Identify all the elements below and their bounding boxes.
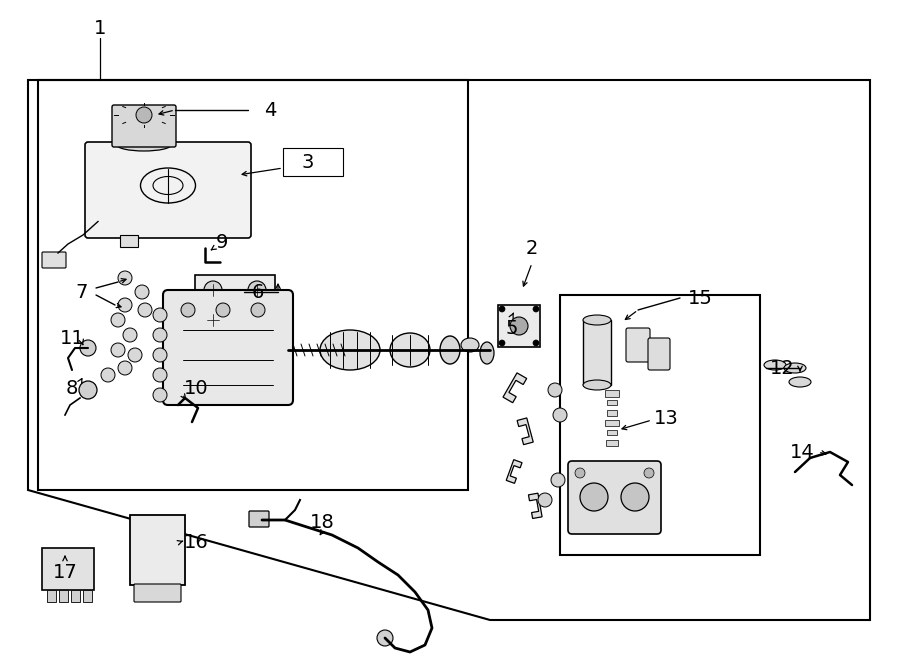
Bar	[47, 590, 56, 602]
Bar	[42, 548, 94, 590]
Ellipse shape	[461, 338, 479, 352]
Circle shape	[80, 340, 96, 356]
Bar	[71, 590, 80, 602]
Circle shape	[118, 271, 132, 285]
Circle shape	[153, 308, 167, 322]
FancyBboxPatch shape	[85, 142, 251, 238]
Circle shape	[248, 281, 266, 299]
Circle shape	[153, 388, 167, 402]
Text: 14: 14	[789, 442, 814, 461]
Circle shape	[118, 361, 132, 375]
Circle shape	[118, 298, 132, 312]
Circle shape	[128, 348, 142, 362]
Ellipse shape	[117, 139, 171, 151]
Circle shape	[580, 483, 608, 511]
Circle shape	[181, 303, 195, 317]
Bar	[283, 148, 343, 176]
Text: 3: 3	[302, 153, 314, 171]
Text: 1: 1	[94, 19, 106, 38]
Text: 18: 18	[310, 512, 335, 531]
Bar	[605, 420, 619, 426]
Text: 4: 4	[264, 100, 276, 120]
Bar	[607, 400, 617, 405]
Circle shape	[204, 311, 222, 329]
Circle shape	[377, 630, 393, 646]
Circle shape	[138, 303, 152, 317]
Bar	[607, 410, 617, 416]
Circle shape	[553, 408, 567, 422]
Bar	[195, 275, 275, 335]
Circle shape	[533, 306, 539, 312]
Circle shape	[499, 306, 505, 312]
FancyBboxPatch shape	[648, 338, 670, 370]
Circle shape	[123, 328, 137, 342]
Bar	[606, 440, 618, 446]
Circle shape	[136, 107, 152, 123]
Text: 8: 8	[66, 379, 78, 397]
Ellipse shape	[480, 342, 494, 364]
Text: 7: 7	[76, 282, 88, 301]
Circle shape	[251, 303, 265, 317]
Ellipse shape	[390, 333, 430, 367]
Text: 10: 10	[184, 379, 208, 397]
Circle shape	[101, 368, 115, 382]
Ellipse shape	[789, 377, 811, 387]
Bar	[120, 235, 138, 247]
Circle shape	[135, 285, 149, 299]
Polygon shape	[528, 493, 542, 518]
Bar	[607, 430, 617, 435]
Text: 5: 5	[506, 319, 518, 338]
Ellipse shape	[583, 380, 611, 390]
Ellipse shape	[440, 336, 460, 364]
Circle shape	[499, 340, 505, 346]
FancyBboxPatch shape	[163, 290, 293, 405]
Polygon shape	[506, 459, 522, 483]
Polygon shape	[503, 373, 526, 403]
FancyBboxPatch shape	[626, 328, 650, 362]
Circle shape	[79, 381, 97, 399]
Circle shape	[111, 313, 125, 327]
Circle shape	[153, 348, 167, 362]
FancyBboxPatch shape	[112, 105, 176, 147]
Polygon shape	[518, 418, 533, 445]
Bar	[605, 390, 619, 397]
Bar	[38, 80, 468, 490]
Ellipse shape	[784, 363, 806, 373]
Bar	[130, 515, 185, 585]
Text: 11: 11	[59, 329, 85, 348]
FancyBboxPatch shape	[134, 584, 181, 602]
FancyBboxPatch shape	[42, 252, 66, 268]
Ellipse shape	[320, 330, 380, 370]
Text: 6: 6	[252, 282, 265, 301]
Bar	[583, 320, 611, 385]
Circle shape	[548, 383, 562, 397]
Circle shape	[510, 317, 528, 335]
Text: 17: 17	[52, 563, 77, 582]
Circle shape	[216, 303, 230, 317]
Text: 12: 12	[770, 358, 795, 377]
Ellipse shape	[583, 315, 611, 325]
Bar	[59, 590, 68, 602]
Bar	[83, 590, 92, 602]
Text: 9: 9	[216, 233, 229, 251]
Ellipse shape	[764, 360, 786, 370]
Circle shape	[644, 468, 654, 478]
Bar	[498, 305, 540, 347]
Circle shape	[111, 343, 125, 357]
Circle shape	[153, 368, 167, 382]
Text: 16: 16	[184, 533, 209, 551]
Text: 2: 2	[526, 239, 538, 258]
Circle shape	[551, 473, 565, 487]
Text: 15: 15	[688, 288, 713, 307]
Circle shape	[575, 468, 585, 478]
FancyBboxPatch shape	[568, 461, 661, 534]
Circle shape	[153, 328, 167, 342]
FancyBboxPatch shape	[249, 511, 269, 527]
Circle shape	[538, 493, 552, 507]
Text: 13: 13	[653, 408, 679, 428]
Bar	[560, 295, 760, 555]
Circle shape	[621, 483, 649, 511]
Circle shape	[204, 281, 222, 299]
Circle shape	[533, 340, 539, 346]
